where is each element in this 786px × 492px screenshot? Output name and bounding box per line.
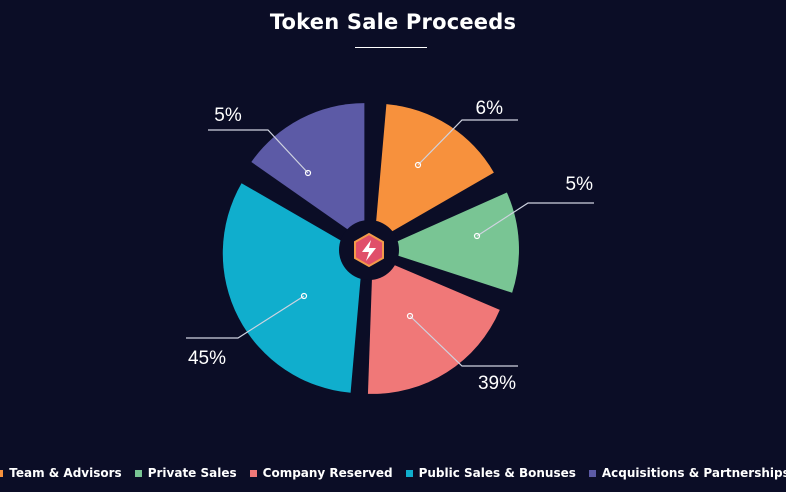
leader-dot — [304, 169, 312, 177]
legend-swatch — [405, 469, 413, 477]
pie-slice-team-advisors — [374, 104, 494, 242]
legend-swatch — [249, 469, 257, 477]
title-underline — [355, 47, 427, 48]
slice-percent-label: 5% — [214, 105, 242, 126]
legend-label: Private Sales — [147, 466, 237, 480]
leader-dot — [300, 292, 308, 300]
legend-swatch — [0, 469, 4, 477]
pie-slice-company-reserved — [367, 255, 500, 394]
legend-label: Public Sales & Bonuses — [418, 466, 576, 480]
leader-dot — [414, 161, 422, 169]
pie-slice-private-sales — [378, 192, 519, 293]
slice-percent-label: 45% — [188, 348, 226, 369]
slice-percent-label: 5% — [566, 174, 594, 195]
lightning-hexagon-logo-icon — [339, 220, 399, 280]
legend-item: Private Sales — [134, 466, 237, 480]
legend-item: Acquisitions & Partnerships — [588, 466, 786, 480]
leader-line — [186, 295, 305, 339]
legend-item: Company Reserved — [249, 466, 393, 480]
legend-swatch — [134, 469, 142, 477]
leader-line — [476, 202, 594, 237]
legend-item: Team & Advisors — [0, 466, 122, 480]
legend-swatch — [588, 469, 596, 477]
leader-line — [409, 315, 518, 367]
pie-slice-public-sales-bonuses — [222, 183, 363, 393]
leader-dot — [406, 312, 414, 320]
leader-dot — [473, 232, 481, 240]
legend-label: Acquisitions & Partnerships — [601, 466, 786, 480]
slice-labels: 6% 5% 39% 45% 5% — [188, 98, 593, 394]
legend-label: Company Reserved — [262, 466, 393, 480]
slice-leader-lines — [186, 119, 594, 367]
slice-percent-label: 6% — [476, 98, 504, 119]
legend-item: Public Sales & Bonuses — [405, 466, 576, 480]
chart-title: Token Sale Proceeds — [269, 10, 517, 34]
leader-line — [208, 129, 309, 174]
leader-line — [417, 119, 518, 166]
slice-percent-label: 39% — [478, 373, 516, 394]
chart-legend: Team & Advisors Private Sales Company Rese… — [0, 466, 786, 480]
legend-label: Team & Advisors — [9, 466, 122, 480]
